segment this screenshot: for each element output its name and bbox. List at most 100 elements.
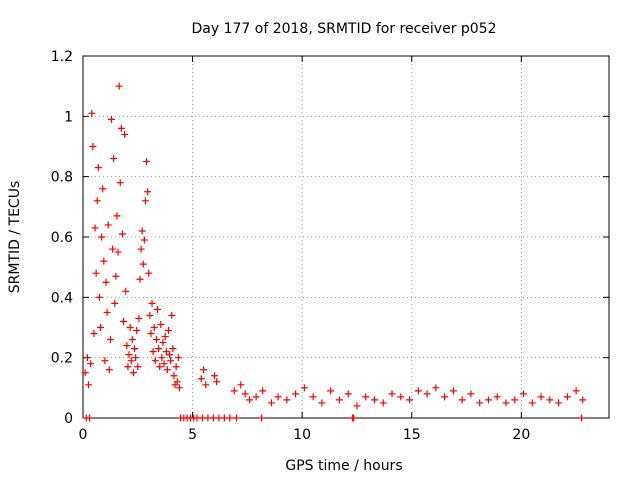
data-point (476, 399, 484, 407)
data-point (155, 345, 163, 353)
data-point (241, 390, 249, 398)
data-point (86, 414, 94, 422)
data-point (98, 233, 106, 241)
data-point (145, 269, 153, 277)
data-point (175, 384, 183, 392)
data-point (123, 342, 131, 350)
data-point (126, 324, 134, 331)
x-tick-label: 15 (403, 427, 421, 443)
data-point (441, 393, 449, 401)
data-point (414, 387, 422, 395)
data-point (97, 324, 105, 331)
data-point (169, 345, 177, 353)
data-point (111, 299, 119, 307)
data-point (149, 348, 157, 356)
data-point (107, 115, 115, 123)
data-point (458, 396, 466, 404)
data-point (91, 224, 99, 232)
data-point (150, 324, 158, 331)
data-point (230, 387, 238, 395)
data-point (379, 399, 387, 407)
data-point (112, 272, 120, 280)
data-point (423, 390, 431, 398)
data-point (81, 369, 89, 377)
grid-layer (83, 56, 609, 418)
data-point (563, 393, 571, 401)
data-point (151, 357, 159, 365)
data-point (84, 381, 92, 389)
data-point (114, 248, 122, 256)
y-tick-label: 0.2 (51, 351, 73, 367)
data-point (109, 245, 117, 253)
data-point (202, 381, 210, 389)
data-point (237, 381, 245, 389)
data-points (81, 82, 587, 422)
data-point (117, 124, 125, 132)
data-point (118, 230, 126, 238)
data-point (309, 393, 317, 401)
data-point (511, 396, 519, 404)
data-point (163, 366, 171, 374)
data-point (144, 188, 152, 196)
data-point (103, 308, 111, 316)
data-point (135, 314, 143, 322)
x-tick-label: 10 (293, 427, 311, 443)
x-tick-label: 5 (188, 427, 197, 443)
data-point (127, 357, 135, 365)
data-point (467, 390, 475, 398)
y-tick-label: 1.2 (51, 49, 73, 65)
data-point (197, 375, 205, 383)
data-point (122, 287, 130, 295)
data-point (138, 227, 146, 235)
data-point (140, 236, 148, 244)
data-point (449, 387, 457, 395)
data-point (537, 393, 545, 401)
data-point (88, 109, 96, 117)
data-point (101, 357, 109, 365)
data-point (502, 399, 510, 407)
x-tick-label: 20 (512, 427, 530, 443)
data-point (121, 130, 129, 138)
data-point (546, 396, 554, 404)
data-point (292, 390, 300, 398)
data-point (350, 414, 358, 422)
data-point (300, 384, 308, 392)
data-point (134, 363, 142, 371)
data-point (94, 164, 102, 172)
data-point (406, 396, 414, 404)
y-tick-label: 1 (64, 109, 73, 125)
data-point (173, 378, 181, 386)
data-point (100, 257, 108, 265)
data-point (139, 260, 147, 268)
data-point (258, 414, 266, 422)
data-point (99, 185, 107, 193)
data-point (157, 320, 165, 328)
data-point (113, 212, 121, 220)
data-point (578, 414, 586, 422)
data-point (156, 363, 164, 371)
data-point (259, 387, 267, 395)
data-point (226, 414, 234, 422)
data-point (124, 363, 132, 371)
data-point (172, 363, 180, 371)
data-point (493, 393, 501, 401)
data-point (520, 390, 528, 398)
data-point (335, 396, 343, 404)
data-point (200, 366, 208, 374)
data-point (115, 82, 123, 90)
data-point (159, 339, 167, 347)
data-point (148, 299, 156, 307)
data-point (344, 390, 352, 398)
data-point (147, 330, 155, 338)
data-point (327, 387, 335, 395)
y-tick-label: 0 (64, 411, 73, 427)
data-point (362, 393, 370, 401)
data-point (158, 354, 166, 362)
data-point (388, 390, 396, 398)
y-axis-label: SRMTID / TECUs (7, 181, 23, 294)
data-point (211, 372, 218, 380)
data-point (353, 402, 361, 410)
data-point (528, 399, 536, 407)
data-point (164, 327, 172, 335)
